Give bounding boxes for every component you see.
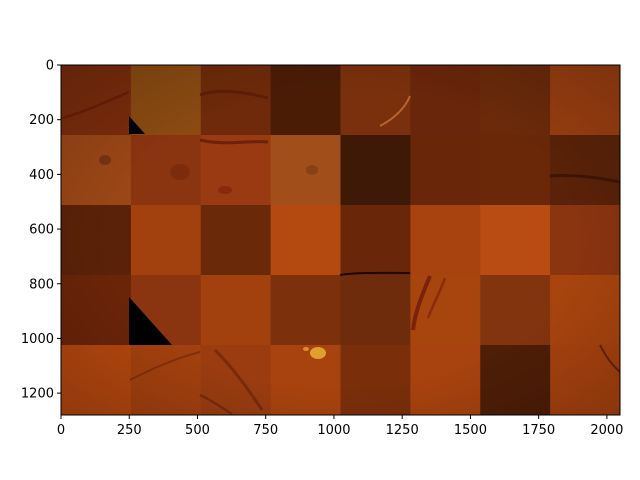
y-tick-label: 1200 [21, 387, 54, 402]
y-tick-label: 600 [29, 223, 54, 238]
plot-frame [60, 64, 621, 416]
x-tick-label: 1500 [454, 423, 487, 438]
x-tick-label: 750 [253, 423, 278, 438]
x-tick-label: 1250 [386, 423, 419, 438]
y-tick-label: 0 [46, 59, 54, 74]
y-tick-label: 200 [29, 113, 54, 128]
x-tick-label: 250 [117, 423, 142, 438]
x-tick-label: 0 [57, 423, 65, 438]
x-axis: 0 250 500 750 1000 1250 1500 1750 2000 [57, 415, 623, 438]
y-tick-label: 800 [29, 277, 54, 292]
y-tick-label: 400 [29, 168, 54, 183]
y-axis: 0 200 400 600 800 1000 1200 [21, 59, 61, 402]
x-tick-label: 2000 [590, 423, 623, 438]
image-details [61, 65, 621, 416]
x-tick-label: 1000 [317, 423, 350, 438]
y-tick-label: 1000 [21, 332, 54, 347]
x-tick-label: 500 [185, 423, 210, 438]
x-tick-label: 1750 [522, 423, 555, 438]
